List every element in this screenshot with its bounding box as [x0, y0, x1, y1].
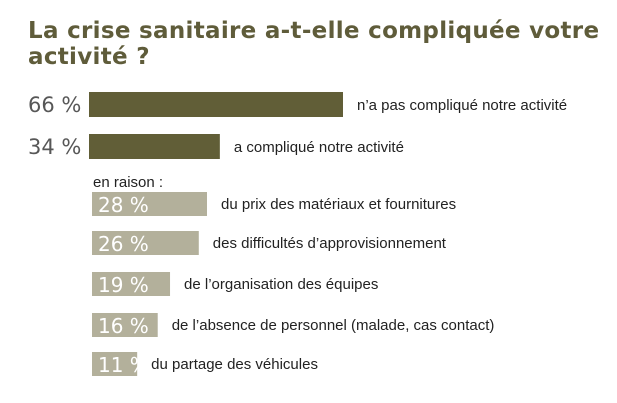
breakdown-category-label: de l’organisation des équipes [184, 276, 378, 293]
breakdown-category-label: du prix des matériaux et fournitures [221, 196, 456, 213]
main-bar [89, 134, 220, 159]
breakdown-value-label: 28 % [98, 193, 149, 217]
breakdown-bar [92, 352, 138, 376]
breakdown-bar [92, 192, 207, 216]
main-bars: 66 % n’a pas compliqué notre activité 34 %… [28, 92, 567, 159]
main-value-label: 66 % [28, 93, 81, 117]
breakdown-value-label: 26 % [98, 232, 149, 256]
main-category-label: n’a pas compliqué notre activité [357, 97, 567, 114]
breakdown-header: en raison : [93, 174, 163, 191]
chart-title: La crise sanitaire a-t-elle compliquée v… [28, 18, 600, 70]
breakdown-value-label: 19 % [98, 273, 149, 297]
main-category-label: a compliqué notre activité [234, 139, 404, 156]
breakdown-bar [92, 231, 199, 255]
breakdown-bars: 28 % du prix des matériaux et fournitures… [92, 192, 494, 377]
main-bar [89, 92, 343, 117]
breakdown-bar [92, 313, 158, 337]
breakdown-category-label: de l’absence de personnel (malade, cas c… [172, 317, 495, 334]
main-value-label: 34 % [28, 135, 81, 159]
breakdown-value-label: 11 % [98, 353, 149, 377]
breakdown-value-label: 16 % [98, 314, 149, 338]
breakdown-category-label: du partage des véhicules [151, 356, 318, 373]
breakdown-category-label: des difficultés d’approvisionnement [213, 235, 447, 252]
breakdown-bar [92, 272, 171, 296]
